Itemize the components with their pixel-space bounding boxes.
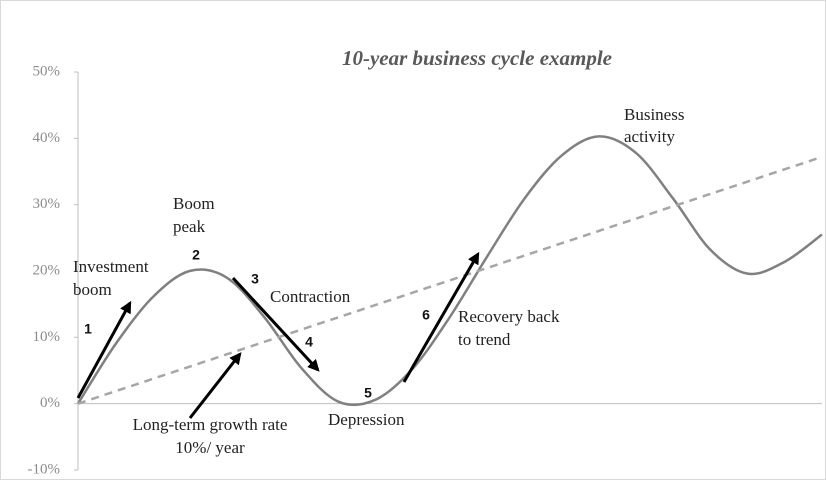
annotation: Boom: [173, 194, 215, 213]
arrows: [76, 251, 480, 419]
data-line: [76, 135, 823, 407]
arrow: [231, 276, 320, 372]
y-tick-label: 30%: [33, 196, 61, 212]
chart-title: 10-year business cycle example: [342, 46, 612, 70]
annotation: peak: [173, 217, 206, 236]
y-tick-label: 10%: [33, 329, 61, 345]
annotation: Investment: [73, 257, 149, 276]
y-tick-label: 50%: [33, 63, 61, 79]
step-number: 4: [305, 334, 313, 350]
annotation: Contraction: [270, 287, 351, 306]
arrow: [76, 300, 132, 399]
y-tick-label: -10%: [28, 461, 61, 477]
step-number: 1: [84, 321, 92, 337]
annotation: boom: [73, 280, 112, 299]
arrow: [402, 251, 480, 383]
y-tick-label: 20%: [33, 262, 61, 278]
data-line: [77, 155, 823, 405]
arrow: [188, 352, 242, 419]
y-tick-label: 40%: [33, 130, 61, 146]
step-number: 3: [251, 271, 259, 287]
annotation: Long-term growth rate: [133, 415, 288, 434]
annotation: 10%/ year: [175, 438, 245, 457]
annotation: Depression: [328, 410, 405, 429]
annotation: Business: [624, 105, 684, 124]
annotation: Recovery back: [458, 307, 560, 326]
step-number: 2: [192, 247, 200, 263]
step-number: 6: [422, 307, 430, 323]
y-tick-label: 0%: [40, 395, 60, 411]
step-number: 5: [364, 385, 372, 401]
annotation: activity: [624, 127, 675, 146]
annotation: to trend: [458, 330, 511, 349]
